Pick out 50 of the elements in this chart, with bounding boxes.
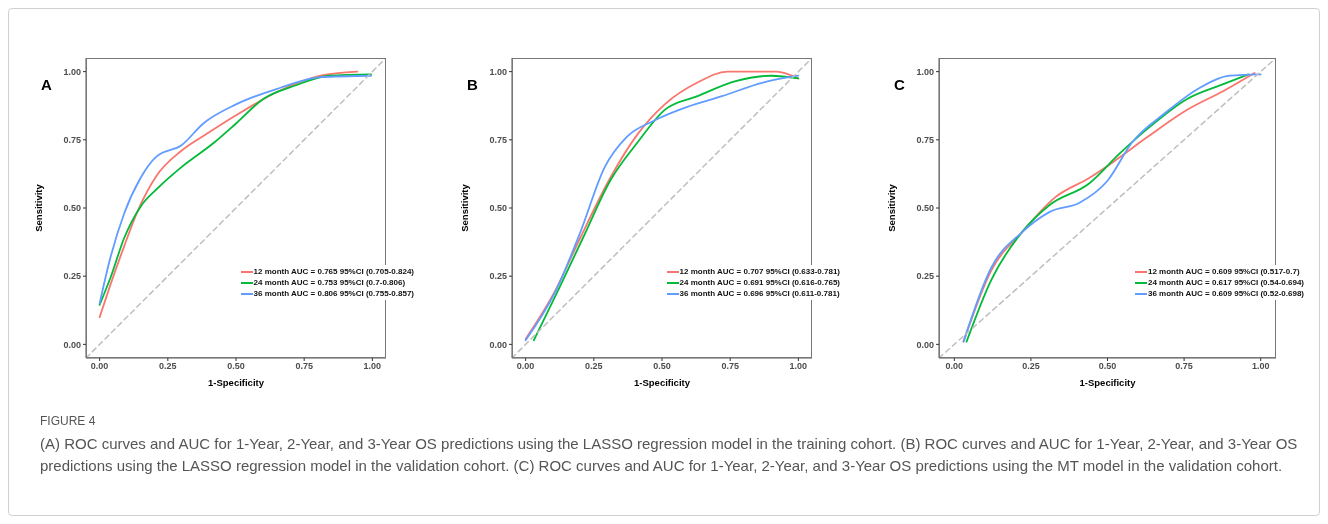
y-tick-label: 0.75: [63, 135, 81, 146]
text: C: [894, 76, 905, 93]
text: A: [41, 76, 52, 93]
x-tick-label: 0.50: [1098, 361, 1117, 372]
x-tick-label: 0.50: [653, 361, 671, 372]
x-tick-label: 0.25: [1022, 361, 1040, 372]
x-tick-label: 0.75: [295, 361, 313, 372]
legend-label: 12 month AUC = 0.765 95%CI (0.705-0.824): [253, 267, 414, 276]
y-tick-label: 0.25: [489, 271, 507, 282]
x-tick-label: 0.00: [90, 361, 109, 372]
y-tick-label: 0.75: [916, 135, 934, 146]
y-tick-label: 0.00: [916, 339, 934, 350]
legend-label: 24 month AUC = 0.691 95%CI (0.616-0.765): [679, 278, 840, 287]
y-tick-label: 0.50: [63, 203, 81, 214]
x-axis-title: 1-Specificity: [1079, 377, 1137, 388]
y-tick-label: 1.00: [63, 66, 81, 77]
y-axis-title: Sensitivity: [33, 183, 45, 232]
text: B: [467, 76, 478, 93]
x-tick-label: 0.50: [227, 361, 245, 372]
x-tick-label: 0.75: [721, 361, 739, 372]
y-tick-label: 1.00: [489, 66, 507, 77]
y-tick-label: 0.75: [489, 135, 507, 146]
y-tick-label: 0.25: [63, 271, 81, 282]
x-tick-label: 0.25: [159, 361, 177, 372]
caption: FIGURE 4: [40, 413, 97, 430]
y-tick-label: 0.50: [489, 203, 507, 214]
text: (A) ROC curves and AUC for 1-Year, 2-Year, and 3-Year OS predictions using the LASSO regression model in the training cohort. (B) ROC curves and AUC for 1-Year, 2-Year, and 3-Year OS predictions using the LASSO regression model in the validation cohort. (C) ROC curves and AUC for 1-Year, 2-Year, and 3-Year OS predictions using the MT model in the validation cohort.: [40, 434, 1299, 476]
x-axis-title: 1-Specificity: [634, 377, 691, 388]
legend-label: 36 month AUC = 0.806 95%CI (0.755-0.857): [253, 289, 414, 298]
x-tick-label: 0.75: [1175, 361, 1193, 372]
y-tick-label: 0.25: [916, 271, 934, 282]
legend-label: 24 month AUC = 0.617 95%CI (0.54-0.694): [1148, 278, 1304, 287]
y-axis-title: Sensitivity: [886, 183, 898, 232]
legend-label: 36 month AUC = 0.609 95%CI (0.52-0.698): [1148, 289, 1304, 298]
x-tick-label: 1.00: [363, 361, 382, 372]
y-axis-title: Sensitivity: [459, 183, 471, 232]
legend-label: 12 month AUC = 0.609 95%CI (0.517-0.7): [1148, 267, 1300, 276]
x-tick-label: 0.00: [945, 361, 964, 372]
legend-label: 12 month AUC = 0.707 95%CI (0.633-0.781): [679, 267, 840, 276]
y-tick-label: 0.00: [489, 339, 507, 350]
legend-label: 24 month AUC = 0.753 95%CI (0.7-0.806): [253, 278, 406, 287]
legend-label: 36 month AUC = 0.696 95%CI (0.611-0.781): [679, 289, 840, 298]
x-axis-title: 1-Specificity: [208, 377, 265, 388]
y-tick-label: 1.00: [916, 66, 934, 77]
y-tick-label: 0.00: [63, 339, 81, 350]
x-tick-label: 0.25: [585, 361, 603, 372]
x-tick-label: 0.00: [516, 361, 535, 372]
y-tick-label: 0.50: [916, 203, 934, 214]
x-tick-label: 1.00: [1251, 361, 1270, 372]
x-tick-label: 1.00: [789, 361, 808, 372]
